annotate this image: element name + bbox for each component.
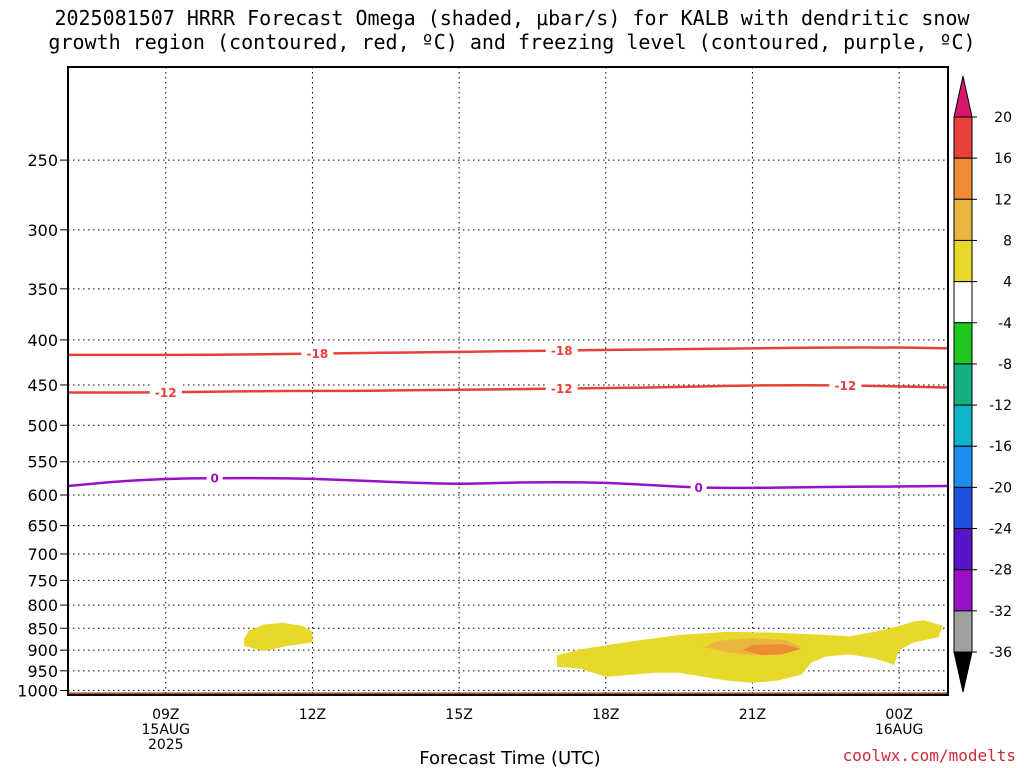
contour-lines: -18 -18 -12 -12 -12 0 0 bbox=[67, 342, 949, 496]
omega-region bbox=[244, 622, 313, 651]
y-tick-label: 1000 bbox=[17, 681, 58, 700]
colorbar-tick-label: 8 bbox=[1003, 233, 1012, 249]
x-tick-label: 21Z bbox=[739, 707, 766, 723]
colorbar-swatch bbox=[953, 116, 973, 159]
colorbar-swatch bbox=[953, 610, 973, 653]
x-tick-label: 15AUG bbox=[142, 722, 191, 738]
colorbar-tick-label: -32 bbox=[989, 604, 1012, 620]
contour-label: -12 bbox=[155, 386, 177, 400]
colorbar-swatch bbox=[953, 322, 973, 365]
x-tick-label: 09Z bbox=[152, 707, 179, 723]
colorbar-swatch bbox=[953, 281, 973, 324]
contour-label: -12 bbox=[551, 382, 573, 396]
y-tick-label: 350 bbox=[27, 280, 58, 299]
surface-band bbox=[68, 692, 948, 695]
colorbar-bottom-arrow bbox=[953, 651, 973, 693]
contour-label-bg bbox=[545, 342, 578, 359]
colorbar-swatch bbox=[953, 486, 973, 530]
y-tick-label: 950 bbox=[27, 662, 58, 681]
colorbar-swatch bbox=[953, 528, 973, 571]
x-tick-label: 2025 bbox=[148, 737, 184, 753]
contour-label-bg bbox=[690, 479, 707, 496]
contour-label: 0 bbox=[694, 481, 702, 495]
y-tick-label: 300 bbox=[27, 221, 58, 240]
y-tick-label: 700 bbox=[27, 545, 58, 564]
omega-region bbox=[742, 644, 802, 656]
colorbar-tick-label: -16 bbox=[989, 439, 1012, 455]
contour-label: 0 bbox=[210, 472, 218, 486]
contour-label-bg bbox=[149, 384, 182, 401]
colorbar-tick-label: -36 bbox=[989, 645, 1012, 661]
title-line-2: growth region (contoured, red, ºC) and f… bbox=[48, 30, 976, 54]
y-tick-label: 900 bbox=[27, 641, 58, 660]
y-tick-label: 400 bbox=[27, 331, 58, 350]
plot-area bbox=[68, 67, 948, 695]
y-tick-label: 250 bbox=[27, 151, 58, 170]
colorbar-tick-label: 4 bbox=[1003, 275, 1012, 291]
contour-line bbox=[67, 476, 949, 490]
axis-ticks: 250 300 350 400 450 500 550 600 650 700 750 800 850 9… bbox=[17, 151, 923, 753]
y-tick-label: 450 bbox=[27, 376, 58, 395]
contour-label: -18 bbox=[306, 347, 328, 361]
omega-shading bbox=[244, 620, 944, 683]
colorbar-tick-label: -4 bbox=[998, 316, 1012, 332]
colorbar-swatch bbox=[953, 569, 973, 612]
colorbar-swatch bbox=[953, 404, 973, 447]
colorbar-tick-label: -8 bbox=[998, 357, 1012, 373]
colorbar-tick-label: -12 bbox=[989, 398, 1012, 414]
colorbar-tick-label: 20 bbox=[994, 110, 1012, 126]
contour-label-bg bbox=[206, 470, 223, 487]
y-tick-label: 550 bbox=[27, 453, 58, 472]
y-tick-label: 600 bbox=[27, 486, 58, 505]
colorbar-swatch bbox=[953, 198, 973, 241]
grid bbox=[68, 67, 948, 695]
colorbar-tick-label: -24 bbox=[989, 522, 1012, 538]
colorbar-tick-label: 12 bbox=[994, 192, 1012, 208]
y-tick-label: 650 bbox=[27, 517, 58, 536]
y-tick-label: 750 bbox=[27, 571, 58, 590]
contour-line bbox=[68, 346, 949, 357]
contour-label-bg bbox=[301, 345, 334, 362]
y-tick-label: 500 bbox=[27, 416, 58, 435]
colorbar-swatch bbox=[953, 445, 973, 488]
y-tick-label: 800 bbox=[27, 596, 58, 615]
contour-label-bg bbox=[545, 380, 578, 397]
plot-frame bbox=[67, 66, 949, 696]
x-tick-label: 12Z bbox=[299, 707, 326, 723]
colorbar-swatch bbox=[953, 363, 973, 406]
colorbar-swatch bbox=[953, 239, 973, 283]
colorbar: 20 16 12 8 4 -4 -8 -12 -16 -20 -24 -28 -32 -36 bbox=[953, 75, 1012, 693]
x-tick-label: 00Z bbox=[885, 707, 912, 723]
x-tick-label: 18Z bbox=[592, 707, 619, 723]
credit-link[interactable]: coolwx.com/modelts bbox=[843, 746, 1016, 765]
x-tick-label: 15Z bbox=[445, 707, 472, 723]
colorbar-tick-label: -28 bbox=[989, 563, 1012, 579]
title-line-1: 2025081507 HRRR Forecast Omega (shaded, … bbox=[54, 6, 970, 30]
contour-label: -18 bbox=[551, 344, 573, 358]
contour-label-bg bbox=[829, 377, 862, 394]
colorbar-top-arrow bbox=[953, 75, 973, 118]
x-axis-label: Forecast Time (UTC) bbox=[419, 748, 600, 768]
y-tick-label: 850 bbox=[27, 619, 58, 638]
colorbar-swatch bbox=[953, 157, 973, 200]
contour-label: -12 bbox=[834, 379, 856, 393]
x-tick-label: 16AUG bbox=[875, 722, 924, 738]
colorbar-tick-label: -20 bbox=[989, 480, 1012, 496]
colorbar-tick-label: 16 bbox=[994, 151, 1012, 167]
chart-title: 2025081507 HRRR Forecast Omega (shaded, … bbox=[0, 6, 1024, 54]
